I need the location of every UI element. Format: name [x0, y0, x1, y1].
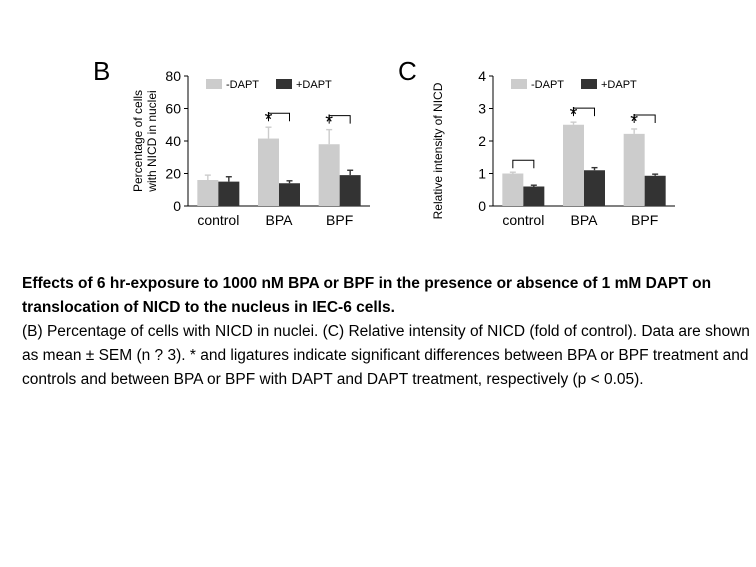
- bar-c-1-1: [584, 170, 605, 206]
- legend-swatch-c-0: [511, 79, 527, 89]
- caption-title: Effects of 6 hr-exposure to 1000 nM BPA …: [22, 275, 712, 316]
- bar-b-2-0: [318, 144, 340, 206]
- x-tick-label-c-0: control: [502, 212, 544, 228]
- bar-c-1-0: [563, 124, 584, 206]
- y-axis-label-c: Relative intensity of NICD: [431, 82, 445, 219]
- y-tick-label-c-4: 4: [478, 68, 486, 84]
- caption-body: (B) Percentage of cells with NICD in nuc…: [22, 323, 750, 388]
- y-tick-label-b-2: 40: [165, 133, 181, 149]
- bar-b-0-1: [218, 181, 240, 206]
- bar-c-2-0: [623, 133, 645, 206]
- ligature-b-2: [328, 115, 351, 124]
- y-tick-label-b-4: 80: [165, 68, 181, 84]
- legend-label-b-0: -DAPT: [226, 79, 259, 91]
- figure-caption: Effects of 6 hr-exposure to 1000 nM BPA …: [22, 272, 752, 392]
- y-axis-label-line2-b: with NICD in nuclei: [145, 90, 159, 192]
- y-tick-label-b-0: 0: [173, 198, 181, 214]
- x-tick-label-c-2: BPF: [631, 212, 658, 228]
- x-tick-label-c-1: BPA: [571, 212, 599, 228]
- legend-swatch-b-1: [276, 79, 292, 89]
- ligature-b-1: [268, 112, 290, 122]
- bar-b-0-0: [197, 180, 219, 206]
- y-tick-label-c-0: 0: [478, 198, 486, 214]
- y-tick-label-c-1: 1: [478, 166, 486, 182]
- y-tick-label-b-1: 20: [165, 166, 181, 182]
- x-tick-label-b-1: BPA: [266, 212, 294, 228]
- legend-label-c-1: +DAPT: [601, 79, 637, 91]
- panel-letter-b: B: [93, 56, 110, 86]
- bar-b-2-1: [339, 175, 361, 206]
- legend-label-b-1: +DAPT: [296, 79, 332, 91]
- ligature-c-2: [633, 114, 656, 123]
- x-tick-label-b-0: control: [197, 212, 239, 228]
- legend-label-c-0: -DAPT: [531, 79, 564, 91]
- bar-c-0-1: [523, 186, 545, 206]
- y-tick-label-c-2: 2: [478, 133, 486, 149]
- legend-swatch-c-1: [581, 79, 597, 89]
- bar-b-1-1: [279, 183, 300, 206]
- chart-panel-b: B Percentage of cells with NICD in nuclei 0…: [85, 48, 385, 238]
- chart-panel-c: C Relative intensity of NICD 0 1 2 3 4 -DAPT +DA…: [390, 48, 690, 238]
- ligature-c-0: [512, 159, 535, 169]
- bar-chart-c: C Relative intensity of NICD 0 1 2 3 4 -DAPT +DA…: [398, 56, 675, 228]
- y-tick-label-b-3: 60: [165, 101, 181, 117]
- bar-c-2-1: [644, 175, 666, 206]
- bar-chart-b: B Percentage of cells with NICD in nuclei 0…: [93, 56, 370, 228]
- bar-b-1-0: [258, 138, 279, 206]
- ligature-c-1: [573, 107, 595, 117]
- x-tick-label-b-2: BPF: [326, 212, 353, 228]
- bar-c-0-0: [502, 173, 524, 206]
- y-axis-label-line1-b: Percentage of cells: [131, 90, 145, 192]
- legend-swatch-b-0: [206, 79, 222, 89]
- y-tick-label-c-3: 3: [478, 101, 486, 117]
- panel-letter-c: C: [398, 56, 417, 86]
